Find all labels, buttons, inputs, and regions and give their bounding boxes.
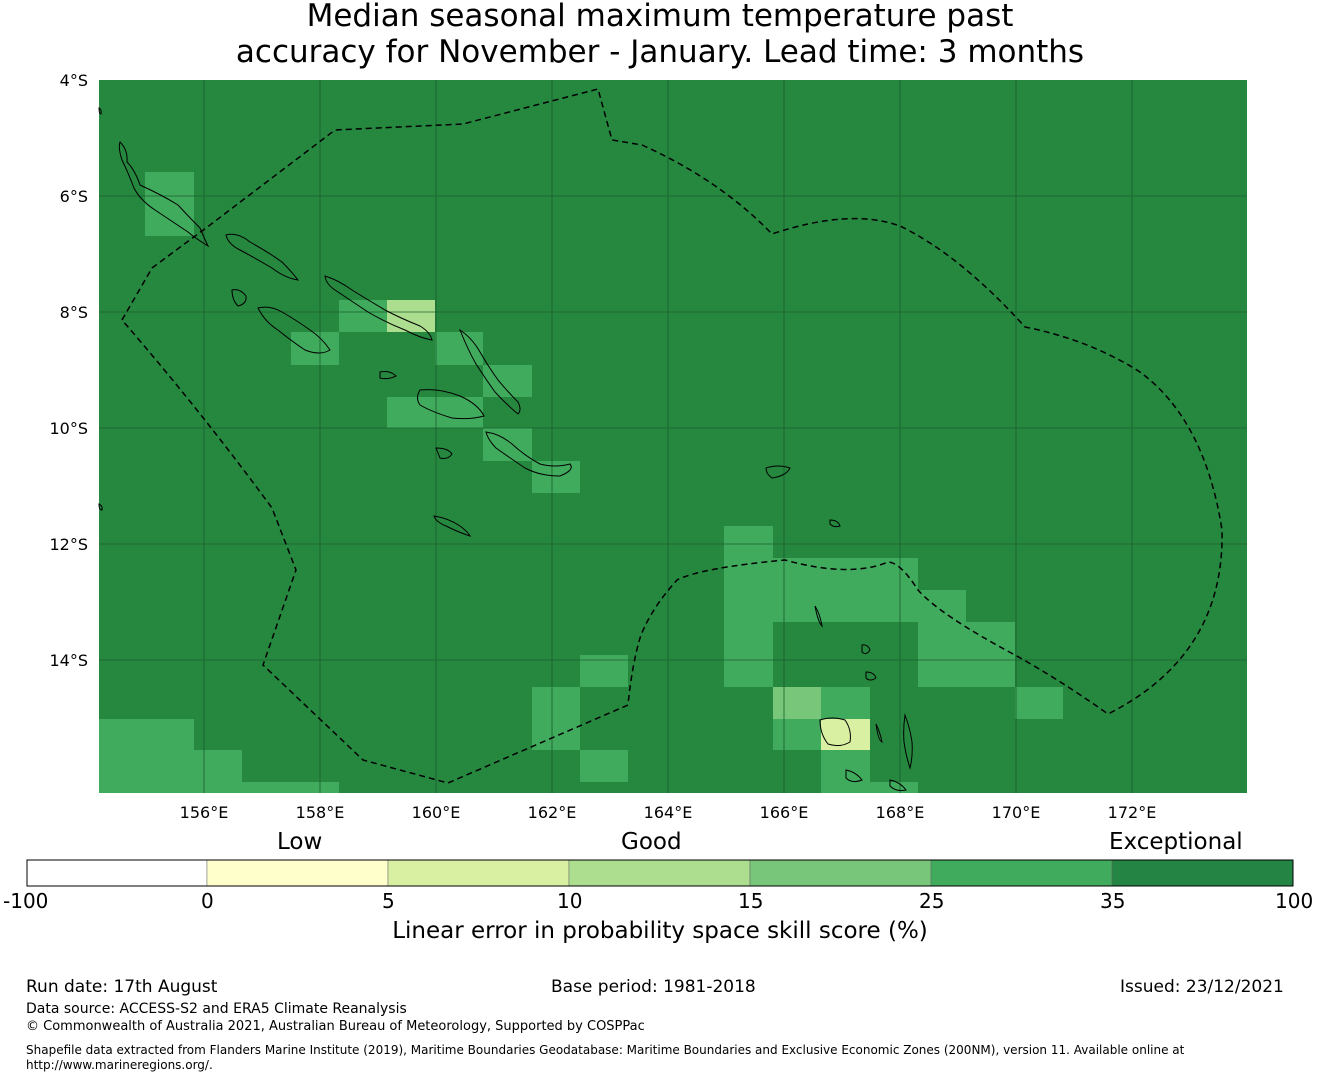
- skill-cell: [918, 590, 966, 687]
- skill-cell: [145, 172, 194, 236]
- skill-cell: [339, 300, 387, 332]
- skill-cell: [724, 526, 773, 687]
- island-coastlines: [98, 107, 913, 791]
- skill-cell: [821, 687, 870, 719]
- lon-label: 172°E: [1108, 803, 1157, 822]
- skill-cell: [821, 719, 870, 750]
- skill-cell: [1015, 687, 1063, 719]
- lat-label: 6°S: [60, 187, 88, 206]
- skill-cell: [387, 300, 435, 332]
- lat-label: 10°S: [49, 419, 88, 438]
- colorbar: [26, 859, 1294, 887]
- lon-label: 158°E: [296, 803, 345, 822]
- lat-label: 12°S: [49, 535, 88, 554]
- colorbar-tick: 35: [1100, 889, 1126, 913]
- lat-label: 14°S: [49, 651, 88, 670]
- lon-label: 170°E: [992, 803, 1041, 822]
- eez-boundary: [121, 88, 1223, 784]
- map-background: [99, 80, 1247, 793]
- colorbar-segment: [206, 859, 389, 887]
- base-period: Base period: 1981-2018: [551, 977, 756, 997]
- skill-cell: [870, 782, 918, 793]
- colorbar-tick: 0: [201, 889, 214, 913]
- run-date: Run date: 17th August: [26, 977, 218, 997]
- colorbar-tick: -100: [3, 889, 49, 913]
- colorbar-segment: [749, 859, 932, 887]
- colorbar-frame: [26, 859, 1294, 887]
- shapefile-url: http://www.marineregions.org/.: [26, 1058, 213, 1072]
- shapefile-credit: Shapefile data extracted from Flanders M…: [26, 1043, 1185, 1057]
- colorbar-tick: 5: [382, 889, 395, 913]
- issued-date: Issued: 23/12/2021: [1120, 977, 1284, 997]
- category-label-exceptional: Exceptional: [1109, 829, 1243, 855]
- skill-cell: [242, 782, 339, 793]
- lat-label: 4°S: [60, 71, 88, 90]
- colorbar-segment: [1111, 859, 1294, 887]
- lon-label: 160°E: [412, 803, 461, 822]
- colorbar-tick: 25: [919, 889, 945, 913]
- skill-cell: [435, 332, 483, 365]
- data-source: Data source: ACCESS-S2 and ERA5 Climate …: [26, 1001, 407, 1017]
- map-gridlines: [99, 80, 1247, 793]
- skill-cell: [194, 750, 242, 793]
- colorbar-segment: [26, 859, 208, 887]
- skill-cell: [773, 719, 821, 750]
- skill-cell: [483, 365, 532, 397]
- colorbar-segment: [930, 859, 1113, 887]
- lon-label: 162°E: [528, 803, 577, 822]
- category-label-low: Low: [277, 829, 323, 855]
- map-title-line-2: accuracy for November - January. Lead ti…: [235, 34, 1085, 70]
- category-label-good: Good: [621, 829, 682, 855]
- colorbar-tick: 15: [738, 889, 764, 913]
- colorbar-label: Linear error in probability space skill …: [392, 918, 928, 944]
- colorbar-segment: [387, 859, 570, 887]
- longitude-labels: 156°E 158°E 160°E 162°E 164°E 166°E 168°…: [180, 803, 1157, 822]
- lon-label: 156°E: [180, 803, 229, 822]
- colorbar-tick: 10: [557, 889, 583, 913]
- colorbar-tick: 100: [1275, 889, 1314, 913]
- skill-cell: [773, 687, 821, 719]
- lon-label: 164°E: [644, 803, 693, 822]
- map-title-line-1: Median seasonal maximum temperature past: [306, 0, 1014, 34]
- skill-cell: [291, 332, 339, 365]
- lon-label: 168°E: [876, 803, 925, 822]
- skill-cell: [99, 719, 194, 793]
- colorbar-segment: [568, 859, 751, 887]
- skill-cell: [773, 558, 918, 622]
- lat-label: 8°S: [60, 303, 88, 322]
- lon-label: 166°E: [760, 803, 809, 822]
- skill-cell: [580, 750, 628, 782]
- skill-cell: [532, 687, 580, 750]
- copyright: © Commonwealth of Australia 2021, Austra…: [26, 1019, 645, 1034]
- latitude-labels: 4°S 6°S 8°S 10°S 12°S 14°S: [49, 71, 88, 670]
